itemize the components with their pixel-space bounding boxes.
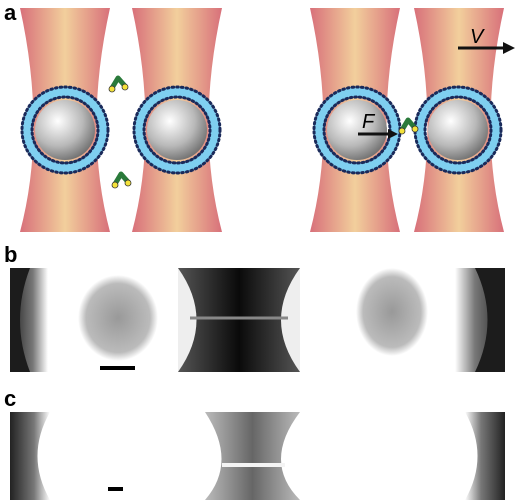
panel-label: a [4, 0, 17, 25]
force-label: F [362, 111, 376, 133]
panel-b: b [4, 242, 505, 372]
velocity-label: V [470, 26, 485, 48]
panel-label: b [4, 242, 17, 267]
panel-label: c [4, 386, 16, 411]
figure: a F V b c [0, 0, 518, 500]
panel-c: c [4, 386, 505, 500]
panel-a: a F V [4, 0, 515, 232]
